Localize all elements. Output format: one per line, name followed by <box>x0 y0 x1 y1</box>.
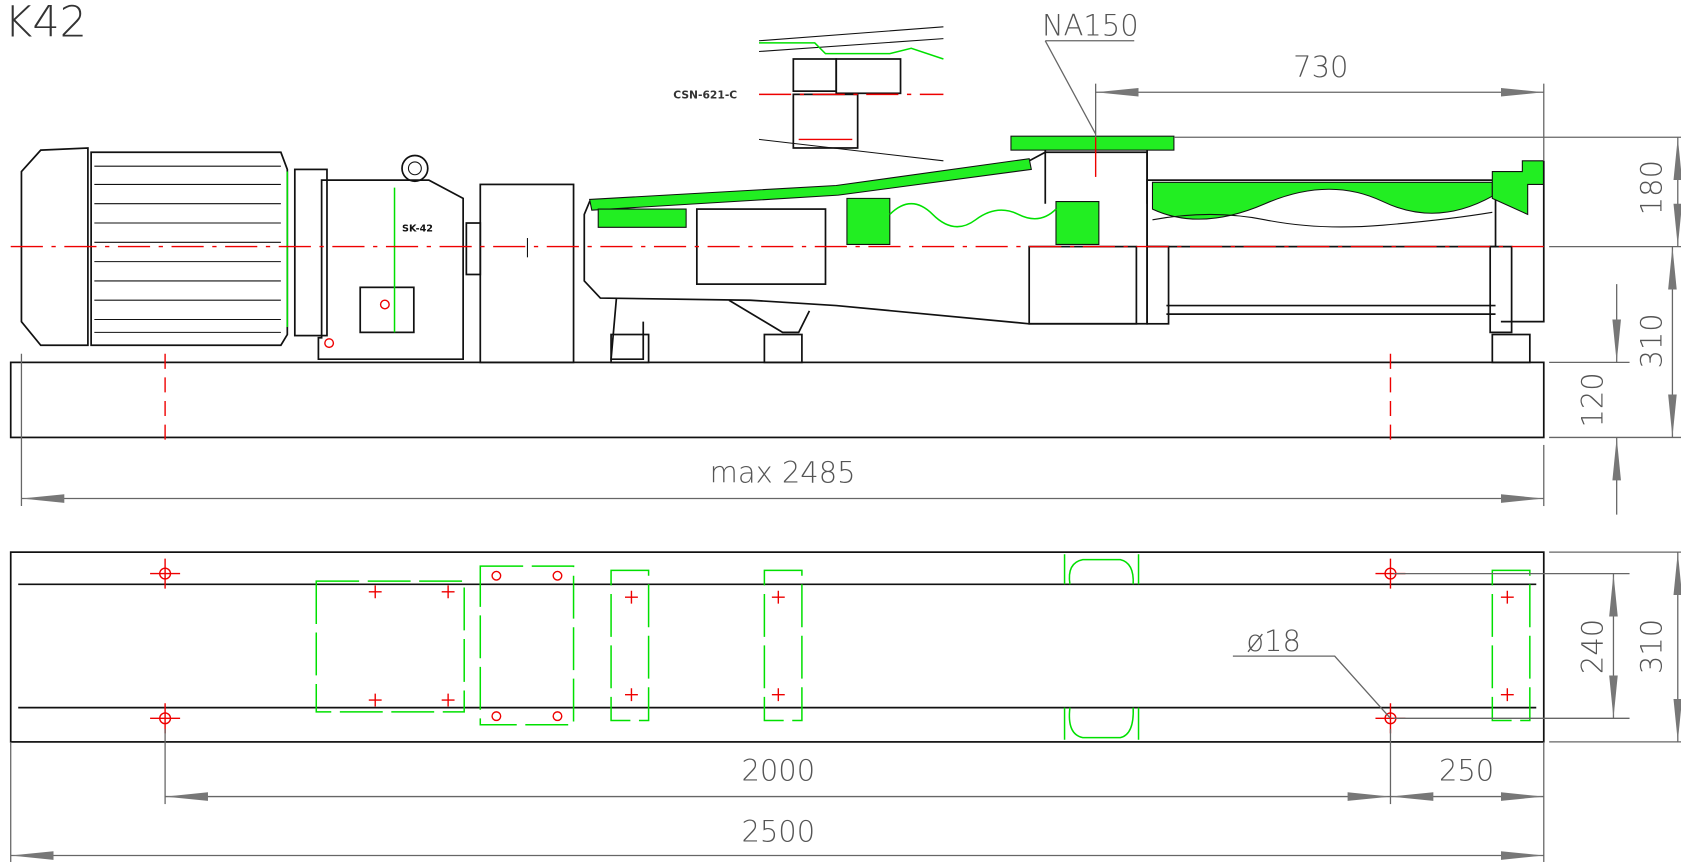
inlet-label: NA150 <box>1042 8 1139 42</box>
dim-hole-width: 240 <box>1576 619 1610 674</box>
dim-hole-spacing: 2000 <box>741 753 815 787</box>
gearbox-label: SK-42 <box>402 224 433 235</box>
section-inset: CSN-621-C <box>673 27 943 161</box>
dim-axis-height: 310 <box>1635 313 1669 368</box>
dim-overall-length: max 2485 <box>710 455 856 489</box>
dim-inlet-length: 730 <box>1293 50 1348 84</box>
dim-base-height: 120 <box>1576 372 1610 427</box>
dim-base-length: 2500 <box>741 815 815 849</box>
drawing: K42 SK-42 <box>0 0 1681 862</box>
plan-view <box>11 552 1544 742</box>
hole-label: ø18 <box>1246 624 1301 658</box>
side-view: SK-42 <box>11 136 1549 445</box>
section-label: CSN-621-C <box>673 89 737 102</box>
dim-end-offset: 250 <box>1439 753 1494 787</box>
title: K42 <box>4 0 87 47</box>
dim-flange-height: 180 <box>1635 160 1669 215</box>
dim-base-width: 310 <box>1635 619 1669 674</box>
